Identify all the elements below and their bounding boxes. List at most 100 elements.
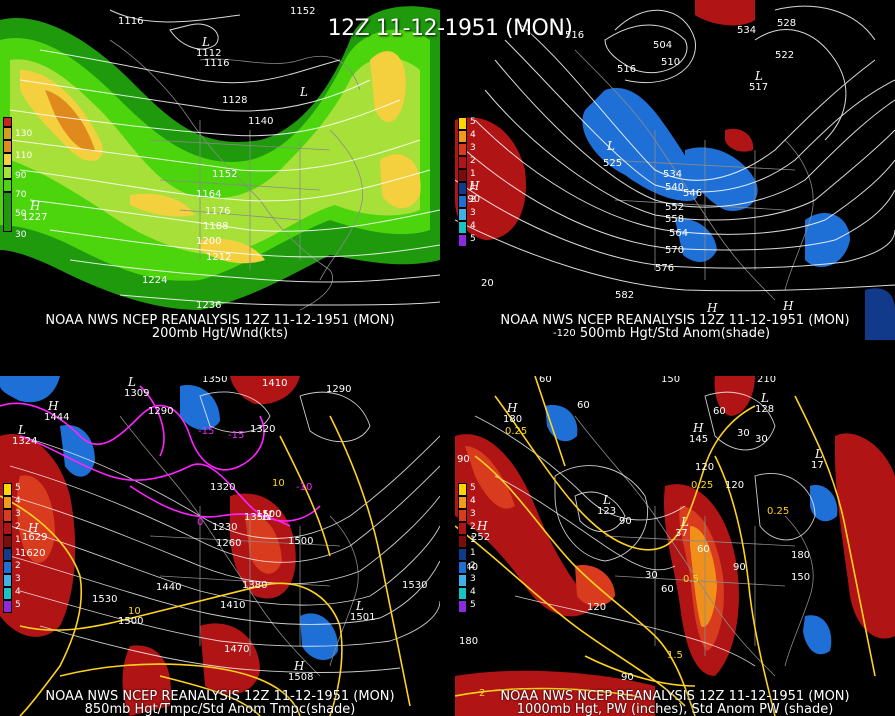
legend-swatch [3, 522, 12, 535]
legend-label: 1 [470, 548, 476, 558]
contour-label: 1410 [220, 600, 245, 611]
legend-label: 2 [470, 561, 476, 571]
center-value: 1501 [350, 612, 375, 623]
contour-label: 510 [661, 57, 680, 68]
legend-swatch [458, 548, 467, 561]
contour-label: 1164 [196, 189, 221, 200]
legend-label: 3 [470, 574, 476, 584]
legend-label: 4 [470, 130, 476, 140]
wind-shade-90-d [380, 154, 421, 209]
contour-label: -15 [228, 430, 244, 441]
contour-label: 546 [683, 188, 702, 199]
contour-label: -15 [198, 426, 214, 437]
contour-label: 540 [665, 182, 684, 193]
legend-label: 1 [15, 535, 21, 545]
contour-label: 1224 [142, 275, 167, 286]
panel-caption-source: NOAA NWS NCEP REANALYSIS 12Z 11-12-1951 … [45, 689, 395, 704]
contour-label: 1380 [242, 580, 267, 591]
contour-label: 30 [755, 434, 768, 445]
center-letter: L [754, 69, 763, 83]
contour-label: 180 [459, 636, 478, 647]
center-letter: H [468, 179, 480, 193]
contour-label: 534 [663, 169, 682, 180]
center-letter: L [17, 423, 26, 437]
contour-label: 10 [272, 478, 285, 489]
anom-negative-b [810, 485, 838, 522]
contour-label: 1116 [204, 58, 229, 69]
legend-label: 1 [15, 548, 21, 558]
height-contours [455, 5, 895, 292]
contour-label: 1.5 [667, 650, 683, 661]
panel-caption-source: NOAA NWS NCEP REANALYSIS 12Z 11-12-1951 … [500, 313, 850, 328]
contour-label: 90 [621, 672, 634, 683]
contour-label: 582 [615, 290, 634, 301]
wind-shade-70 [10, 57, 420, 255]
anom-negative-c [180, 385, 220, 431]
contour-label: 564 [669, 228, 688, 239]
contour-label: 150 [661, 376, 680, 385]
anom-negative-b [685, 147, 758, 211]
contour-label: 2 [479, 688, 485, 699]
contour-label: 552 [665, 202, 684, 213]
center-value: 123 [597, 506, 616, 517]
legend-label: 1 [470, 535, 476, 545]
center-letter: H [782, 299, 794, 313]
contour-label: 1530 [402, 580, 427, 591]
contour-label: 30 [737, 428, 750, 439]
contour-label: 576 [655, 263, 674, 274]
contour-label: 534 [737, 25, 756, 36]
contour-label: 570 [665, 245, 684, 256]
legend-swatch [3, 600, 12, 613]
legend-swatch [458, 195, 467, 208]
contour-label: 1128 [222, 95, 247, 106]
contour-label: 0 [197, 517, 203, 528]
contour-label: 528 [777, 18, 796, 29]
anom-positive-f [835, 433, 895, 639]
center-value: 517 [749, 82, 768, 93]
contour-label: 60 [661, 584, 674, 595]
anom-positive-h [455, 670, 655, 716]
contour-label: 90 [457, 454, 470, 465]
contour-label: 20 [481, 278, 494, 289]
legend-swatch [3, 117, 12, 127]
contour-label: 1350 [202, 376, 227, 385]
anom-positive-f [200, 623, 260, 695]
legend-swatch [458, 169, 467, 182]
legend-swatch [458, 130, 467, 143]
contour-label: 1410 [262, 378, 287, 389]
panel-caption-field: 850mb Hgt/Tmpc/Std Anom Tmpc(shade) [84, 702, 356, 716]
contour-label: 1140 [248, 116, 273, 127]
anom-negative-e [865, 288, 895, 340]
legend-label: 4 [15, 587, 21, 597]
map-850mb: 1350 1410 1290 1320 1320 1290 1230 1260 … [0, 376, 440, 716]
legend-label: 2 [15, 522, 21, 532]
anom-positive-d [690, 526, 717, 627]
legend-swatch [458, 182, 467, 195]
legend-label: 2 [15, 561, 21, 571]
center-letter: H [293, 659, 305, 673]
anom-positive-c [725, 128, 754, 152]
center-letter: L [355, 599, 364, 613]
wind-shade-90-e [200, 238, 265, 264]
contour-label: 1530 [92, 594, 117, 605]
legend-label: 50 [15, 209, 27, 219]
contour-label: 516 [617, 64, 636, 75]
legend-swatch [458, 117, 467, 130]
center-value: 1112 [196, 48, 221, 59]
panel-850mb: 1350 1410 1290 1320 1320 1290 1230 1260 … [0, 376, 440, 716]
center-value: 1309 [124, 388, 149, 399]
contour-label: 1350 [244, 512, 269, 523]
contour-label: 504 [653, 40, 672, 51]
legend-swatch [3, 192, 12, 232]
legend-swatch [458, 483, 467, 496]
legend-swatch [3, 561, 12, 574]
pressure-centers: H 180 H 252 L 123 L 37 H 145 L 17 L 128 [471, 391, 824, 543]
panel-1000mb: 60 60 150 210 60 30 90 120 120 90 30 60 … [455, 376, 895, 716]
contour-label: 1440 [156, 582, 181, 593]
wind-shade-110 [45, 90, 95, 151]
anom-negative-b [60, 425, 95, 477]
legend-label: 70 [15, 190, 27, 200]
pressure-centers: L 525 H 590 L 517 H H [461, 69, 794, 315]
contour-label: 1320 [210, 482, 235, 493]
panel-500mb: 516 504 510 516 534 528 522 534 540 546 … [455, 0, 895, 340]
